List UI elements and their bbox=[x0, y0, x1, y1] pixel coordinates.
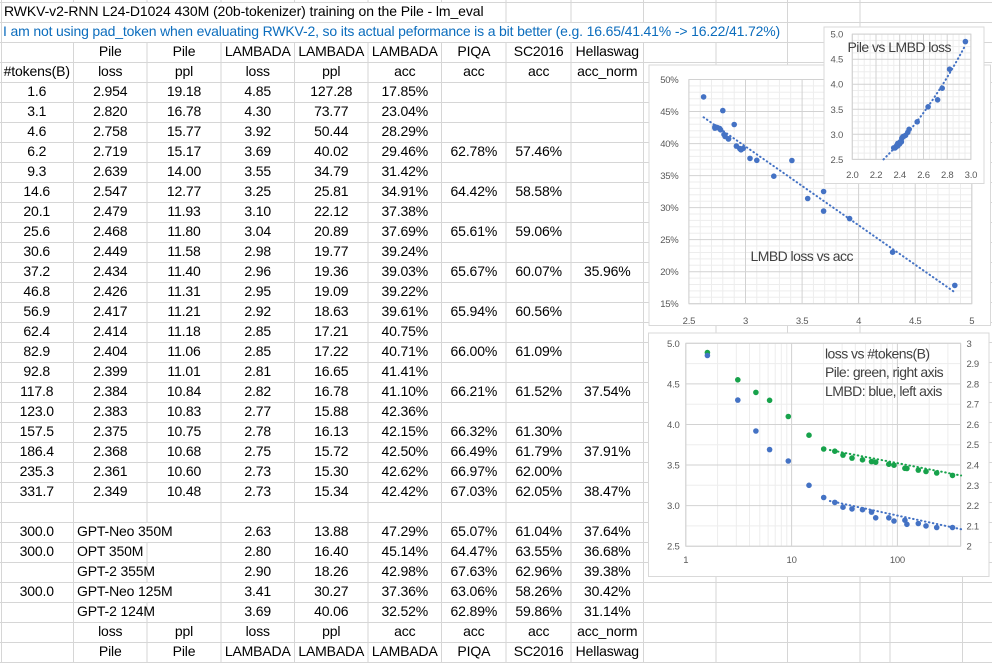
svg-text:Pile: green, right axis: Pile: green, right axis bbox=[825, 364, 944, 380]
svg-text:4.5: 4.5 bbox=[831, 55, 843, 66]
svg-text:2.4: 2.4 bbox=[893, 170, 905, 181]
svg-text:LMBD: blue, left axis: LMBD: blue, left axis bbox=[825, 383, 942, 399]
svg-text:5.0: 5.0 bbox=[831, 30, 843, 41]
svg-text:2.5: 2.5 bbox=[683, 316, 695, 327]
svg-text:10: 10 bbox=[787, 555, 797, 566]
svg-text:2.6: 2.6 bbox=[917, 170, 929, 181]
svg-text:20%: 20% bbox=[660, 267, 679, 278]
svg-text:45%: 45% bbox=[660, 107, 679, 118]
svg-text:1: 1 bbox=[683, 555, 688, 566]
svg-text:2.8: 2.8 bbox=[967, 379, 979, 390]
svg-text:2.3: 2.3 bbox=[967, 481, 979, 492]
svg-text:2.5: 2.5 bbox=[831, 155, 843, 166]
svg-text:2.9: 2.9 bbox=[967, 359, 979, 370]
svg-text:30%: 30% bbox=[660, 203, 679, 214]
svg-text:3.5: 3.5 bbox=[831, 105, 843, 116]
svg-text:2.7: 2.7 bbox=[967, 400, 979, 411]
svg-text:3.0: 3.0 bbox=[965, 170, 977, 181]
svg-text:15%: 15% bbox=[660, 299, 679, 310]
svg-text:3: 3 bbox=[743, 316, 748, 327]
svg-text:4.5: 4.5 bbox=[909, 316, 921, 327]
svg-text:4: 4 bbox=[856, 316, 861, 327]
svg-text:2.5: 2.5 bbox=[667, 542, 679, 553]
svg-text:35%: 35% bbox=[660, 171, 679, 182]
svg-text:3: 3 bbox=[967, 339, 972, 350]
svg-text:2.8: 2.8 bbox=[941, 170, 953, 181]
svg-text:2.6: 2.6 bbox=[967, 420, 979, 431]
svg-text:3.5: 3.5 bbox=[796, 316, 808, 327]
svg-text:2.2: 2.2 bbox=[870, 170, 882, 181]
svg-text:50%: 50% bbox=[660, 75, 679, 86]
svg-text:25%: 25% bbox=[660, 235, 679, 246]
svg-text:3.0: 3.0 bbox=[667, 501, 679, 512]
svg-text:4.5: 4.5 bbox=[667, 379, 679, 390]
svg-text:5: 5 bbox=[969, 316, 974, 327]
svg-text:Pile vs LMBD loss: Pile vs LMBD loss bbox=[848, 39, 952, 55]
svg-text:4.0: 4.0 bbox=[667, 420, 679, 431]
svg-text:loss vs #tokens(B): loss vs #tokens(B) bbox=[825, 346, 929, 362]
svg-text:2: 2 bbox=[967, 542, 972, 553]
svg-text:LMBD loss vs acc: LMBD loss vs acc bbox=[751, 248, 854, 264]
svg-text:5.0: 5.0 bbox=[667, 339, 679, 350]
svg-text:4.0: 4.0 bbox=[831, 80, 843, 91]
svg-text:100: 100 bbox=[890, 555, 905, 566]
svg-text:2.4: 2.4 bbox=[967, 461, 979, 472]
svg-text:2.2: 2.2 bbox=[967, 501, 979, 512]
svg-text:40%: 40% bbox=[660, 139, 679, 150]
svg-text:3.0: 3.0 bbox=[831, 130, 843, 141]
svg-text:2.1: 2.1 bbox=[967, 521, 979, 532]
svg-text:2.0: 2.0 bbox=[846, 170, 858, 181]
svg-text:2.5: 2.5 bbox=[967, 440, 979, 451]
svg-text:3.5: 3.5 bbox=[667, 461, 679, 472]
